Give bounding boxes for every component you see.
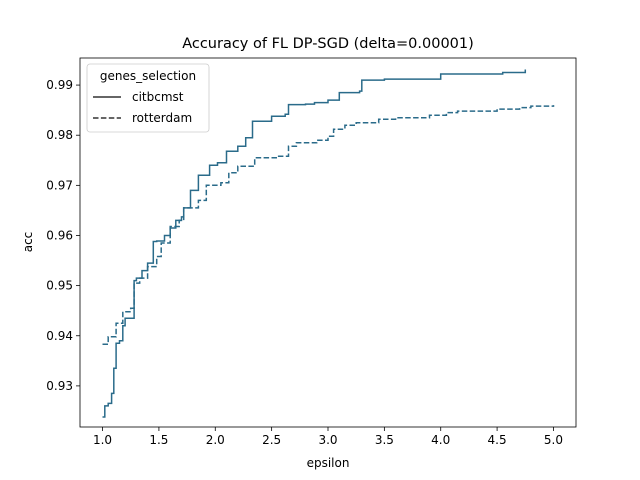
series-layer — [102, 69, 555, 418]
legend: genes_selection citbcmst rotterdam — [86, 63, 210, 133]
x-tick-label: 3.0 — [318, 433, 337, 447]
y-tick-label: 0.98 — [46, 128, 73, 142]
y-tick-label: 0.93 — [46, 379, 73, 393]
chart-title: Accuracy of FL DP-SGD (delta=0.00001) — [182, 36, 474, 52]
x-tick-label: 5.0 — [544, 433, 563, 447]
legend-title: genes_selection — [100, 69, 196, 83]
y-tick-label: 0.97 — [46, 178, 73, 192]
y-axis: 0.93 0.94 0.95 0.96 0.97 0.98 0.99 — [46, 78, 80, 393]
legend-box — [86, 63, 210, 133]
series-line-rotterdam — [102, 105, 555, 346]
series-line-citbcmst — [102, 69, 527, 418]
legend-label-rotterdam: rotterdam — [132, 111, 192, 125]
x-tick-label: 3.5 — [375, 433, 394, 447]
y-tick-label: 0.94 — [46, 329, 73, 343]
x-tick-label: 4.0 — [431, 433, 450, 447]
x-tick-label: 1.5 — [149, 433, 168, 447]
y-tick-label: 0.96 — [46, 228, 73, 242]
x-tick-label: 4.5 — [488, 433, 507, 447]
x-tick-label: 2.0 — [206, 433, 225, 447]
x-tick-label: 2.5 — [262, 433, 281, 447]
y-tick-label: 0.95 — [46, 279, 73, 293]
y-tick-label: 0.99 — [46, 78, 73, 92]
x-axis-label: epsilon — [307, 456, 350, 470]
x-tick-label: 1.0 — [93, 433, 112, 447]
y-axis-label: acc — [21, 232, 35, 253]
legend-label-citbcmst: citbcmst — [132, 90, 184, 104]
x-axis: 1.0 1.5 2.0 2.5 3.0 3.5 4.0 4.5 5.0 — [93, 427, 563, 447]
